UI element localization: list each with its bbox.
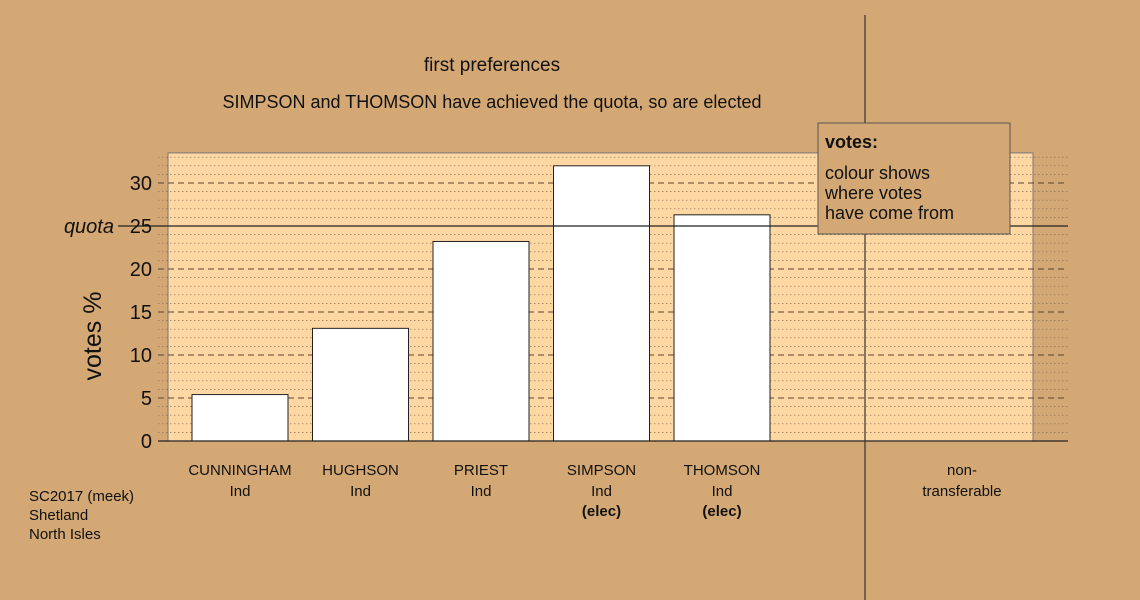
x-category-name: CUNNINGHAM [188,462,291,479]
x-category-name: THOMSON [684,462,761,479]
legend-line-2: where votes [824,183,922,203]
x-category-status: (elec) [582,503,621,520]
footer-ward: North Isles [29,526,101,543]
x-category-party: Ind [350,483,371,500]
y-tick-label: 5 [141,388,152,410]
x-category-party: Ind [591,483,612,500]
legend: votes: colour shows where votes have com… [817,122,1011,235]
legend-box [817,122,1011,235]
bar-simpson [553,165,650,442]
legend-line-3: have come from [825,203,954,223]
legend-line-1: colour shows [825,163,930,183]
bar-thomson [673,214,771,442]
chart-title: first preferences [424,55,560,76]
x-category-party: Ind [712,483,733,500]
x-category-party: Ind [230,483,251,500]
bar-hughson [312,327,409,442]
y-tick-label: 10 [130,345,152,367]
y-tick-label: 20 [130,259,152,281]
chart-subtitle: SIMPSON and THOMSON have achieved the qu… [223,92,762,112]
footer: SC2017 (meek) Shetland North Isles [29,487,134,544]
y-tick-label: 30 [130,173,152,195]
y-axis-label: votes % [79,292,107,381]
bar-priest [432,240,530,442]
x-category-name: HUGHSON [322,462,399,479]
y-tick-label: 25 [130,216,152,238]
nontransferable-label-2: transferable [922,483,1001,500]
x-category-name: SIMPSON [567,462,636,479]
quota-label: quota [64,216,114,238]
legend-title: votes: [825,132,878,152]
footer-council: Shetland [29,507,89,524]
x-category-name: PRIEST [454,462,508,479]
nontransferable-label-1: non- [947,462,977,479]
y-tick-label: 15 [130,302,152,324]
x-category-party: Ind [471,483,492,500]
y-tick-label: 0 [141,431,152,453]
x-category-status: (elec) [702,503,741,520]
x-category-labels: CUNNINGHAM Ind HUGHSON Ind PRIEST Ind SIMPSON I… [188,462,760,520]
footer-election: SC2017 (meek) [29,488,135,505]
bars [191,165,1010,442]
y-tick-labels: 0 5 10 15 20 25 30 [130,173,152,453]
bar-cunningham [191,394,289,442]
